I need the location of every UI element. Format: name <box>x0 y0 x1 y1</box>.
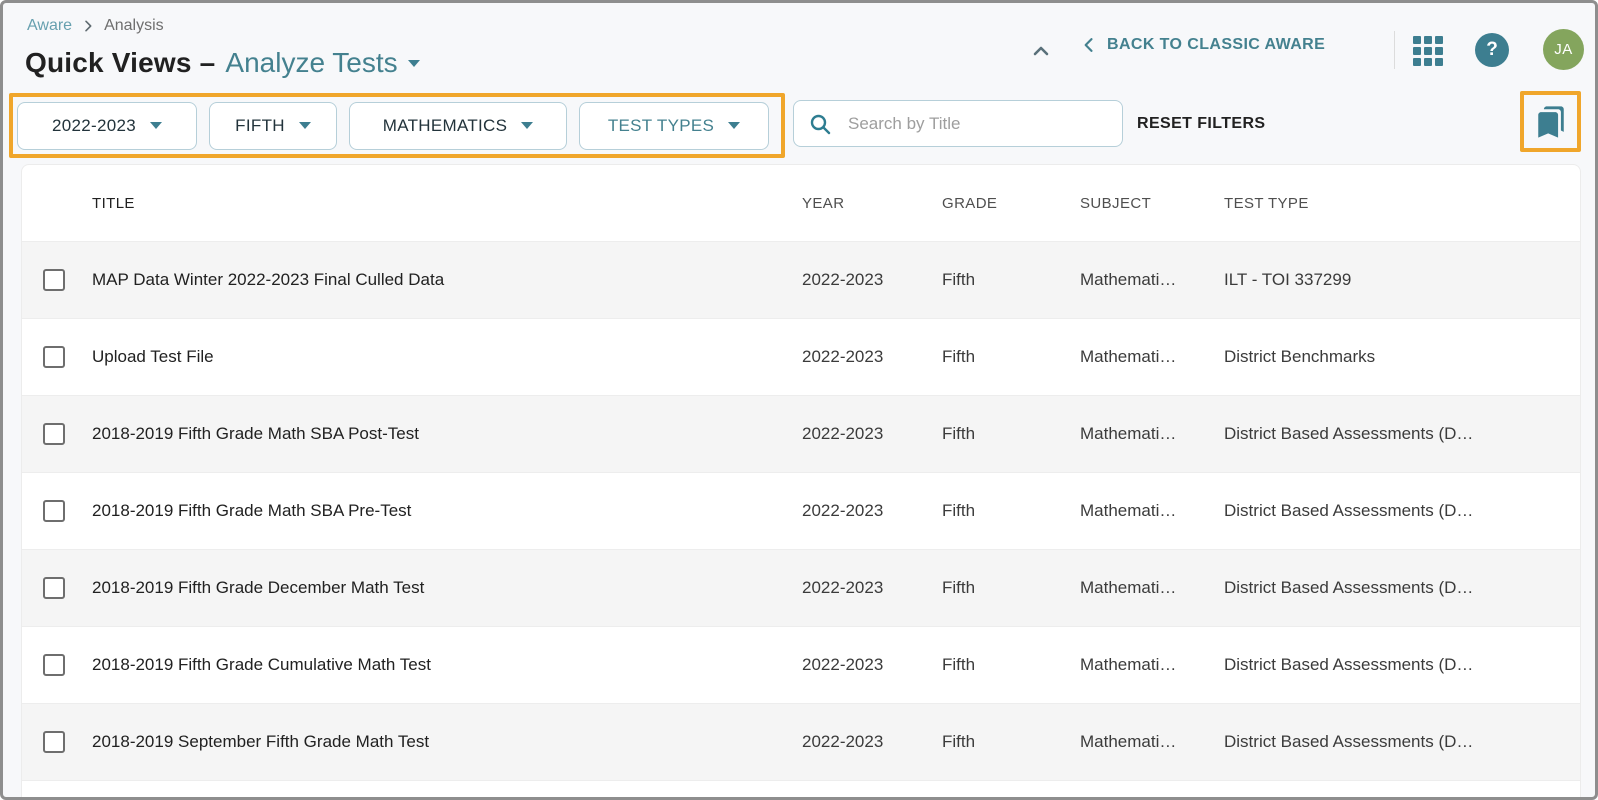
table-row[interactable]: 2018-2019 Fifth Grade Cumulative Math Te… <box>22 626 1580 703</box>
chevron-down-icon <box>728 122 741 129</box>
chevron-down-icon <box>150 122 162 129</box>
cell-year: 2022-2023 <box>802 424 884 443</box>
avatar-initials: JA <box>1554 41 1573 58</box>
test-types-filter-dropdown[interactable]: TEST TYPES <box>579 101 769 150</box>
cell-subject: Mathemati… <box>1080 347 1177 366</box>
chevron-right-icon <box>80 18 96 34</box>
table-row[interactable]: 2018-2019 September Fifth Grade Math Tes… <box>22 703 1580 780</box>
cell-grade: Fifth <box>942 578 976 597</box>
back-link-label: BACK TO CLASSIC AWARE <box>1107 36 1326 53</box>
cell-year: 2022-2023 <box>802 578 884 597</box>
page-title: Quick Views – Analyze Tests <box>25 47 420 79</box>
bookmark-highlight-box <box>1520 91 1581 152</box>
chevron-down-icon <box>298 122 311 129</box>
cell-title: 2018-2019 Fifth Grade Math SBA Pre-Test <box>92 501 412 520</box>
cell-title: MAP Data Winter 2022-2023 Final Culled D… <box>92 270 445 289</box>
cell-test-type: District Based Assessments (D… <box>1224 578 1474 597</box>
cell-title: 2018-2019 Fifth Grade Math SBA Post-Test <box>92 424 419 443</box>
cell-test-type: ILT - TOI 337299 <box>1224 270 1352 289</box>
cell-title: 2018-2019 Fifth Grade December Math Test <box>92 578 425 597</box>
help-button[interactable]: ? <box>1475 33 1509 67</box>
cell-year: 2022-2023 <box>802 270 884 289</box>
row-checkbox[interactable] <box>43 500 65 522</box>
cell-subject: Mathemati… <box>1080 424 1177 443</box>
subject-filter-dropdown[interactable]: MATHEMATICS <box>349 101 567 150</box>
bookmarks-icon <box>1537 105 1564 138</box>
apps-grid-icon <box>1413 36 1421 44</box>
cell-test-type: District Based Assessments (D… <box>1224 732 1474 751</box>
row-checkbox[interactable] <box>43 654 65 676</box>
year-filter-label: 2022-2023 <box>52 115 136 135</box>
cell-year: 2022-2023 <box>802 655 884 674</box>
search-box <box>793 100 1123 147</box>
chevron-down-icon <box>521 122 534 129</box>
table-row[interactable]: 2018-2019 Fifth Grade Math SBA Post-Test… <box>22 395 1580 472</box>
cell-test-type: District Benchmarks <box>1224 347 1376 366</box>
test-types-filter-label: TEST TYPES <box>607 115 715 135</box>
cell-subject: Mathemati… <box>1080 501 1177 520</box>
breadcrumb-aware-link[interactable]: Aware <box>27 17 73 34</box>
cell-grade: Fifth <box>942 655 976 674</box>
avatar[interactable]: JA <box>1543 29 1584 70</box>
row-checkbox[interactable] <box>43 346 65 368</box>
cell-test-type: District Based Assessments (D… <box>1224 655 1474 674</box>
breadcrumb: Aware Analysis <box>27 17 164 35</box>
grade-filter-label: FIFTH <box>235 115 285 135</box>
tests-table: TITLE YEAR GRADE SUBJECT TEST TYPE MAP D… <box>21 164 1581 797</box>
cell-subject: Mathemati… <box>1080 270 1177 289</box>
row-checkbox[interactable] <box>43 423 65 445</box>
row-checkbox[interactable] <box>43 577 65 599</box>
subject-filter-label: MATHEMATICS <box>382 115 508 135</box>
search-input[interactable] <box>846 112 1108 135</box>
table-header-row: TITLE YEAR GRADE SUBJECT TEST TYPE <box>22 165 1580 241</box>
topbar-divider <box>1394 31 1395 69</box>
table-row[interactable]: Upload Test File 2022-2023 Fifth Mathema… <box>22 318 1580 395</box>
chevron-left-icon <box>1084 38 1093 52</box>
chevron-down-icon <box>407 59 420 67</box>
row-checkbox[interactable] <box>43 269 65 291</box>
column-header-subject[interactable]: SUBJECT <box>1080 194 1152 212</box>
apps-grid-button[interactable] <box>1413 36 1443 66</box>
view-selector-dropdown[interactable]: Analyze Tests <box>225 47 420 79</box>
column-header-title[interactable]: TITLE <box>92 194 135 212</box>
cell-year: 2022-2023 <box>802 347 884 366</box>
filters-highlight-box: 2022-2023 FIFTH MATHEMATICS TEST TYPES <box>9 93 785 158</box>
table-row[interactable]: 2018-2019 Fifth Grade December Math Test… <box>22 549 1580 626</box>
table-row[interactable]: MAP Data Winter 2022-2023 Final Culled D… <box>22 241 1580 318</box>
cell-title: 2018-2019 September Fifth Grade Math Tes… <box>92 732 430 751</box>
cell-test-type: District Based Assessments (D… <box>1224 424 1474 443</box>
page-title-text: Quick Views – <box>25 47 216 78</box>
cell-grade: Fifth <box>942 732 976 751</box>
back-to-classic-aware-link[interactable]: BACK TO CLASSIC AWARE <box>1079 35 1325 55</box>
row-checkbox[interactable] <box>43 731 65 753</box>
cell-grade: Fifth <box>942 347 976 366</box>
question-mark-icon: ? <box>1486 39 1498 60</box>
collapse-header-button[interactable] <box>1027 37 1055 68</box>
cell-title: 2018-2019 Fifth Grade Cumulative Math Te… <box>92 655 431 674</box>
grade-filter-dropdown[interactable]: FIFTH <box>209 101 337 150</box>
cell-grade: Fifth <box>942 270 976 289</box>
reset-filters-button[interactable]: RESET FILTERS <box>1133 100 1269 147</box>
cell-test-type: District Based Assessments (D… <box>1224 501 1474 520</box>
column-header-grade[interactable]: GRADE <box>942 194 998 212</box>
column-header-year[interactable]: YEAR <box>802 194 845 212</box>
year-filter-dropdown[interactable]: 2022-2023 <box>17 101 197 150</box>
view-selector-label: Analyze Tests <box>225 47 398 78</box>
cell-grade: Fifth <box>942 501 976 520</box>
table-row-partial <box>22 780 1580 797</box>
search-icon <box>810 114 831 134</box>
cell-subject: Mathemati… <box>1080 578 1177 597</box>
cell-title: Upload Test File <box>92 347 214 366</box>
saved-views-button[interactable] <box>1534 105 1568 139</box>
cell-year: 2022-2023 <box>802 732 884 751</box>
cell-subject: Mathemati… <box>1080 655 1177 674</box>
cell-subject: Mathemati… <box>1080 732 1177 751</box>
cell-year: 2022-2023 <box>802 501 884 520</box>
breadcrumb-analysis: Analysis <box>104 17 164 34</box>
column-header-test-type[interactable]: TEST TYPE <box>1224 194 1309 212</box>
cell-grade: Fifth <box>942 424 976 443</box>
table-row[interactable]: 2018-2019 Fifth Grade Math SBA Pre-Test … <box>22 472 1580 549</box>
chevron-up-icon <box>1033 46 1049 56</box>
